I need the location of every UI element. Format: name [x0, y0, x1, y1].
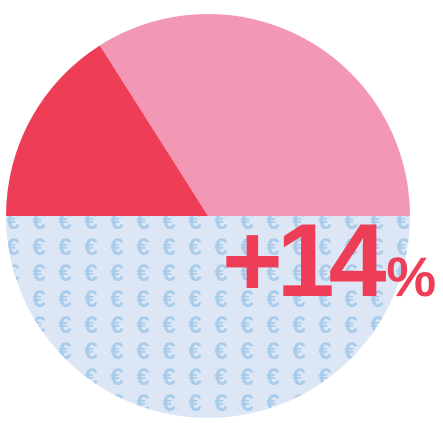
percentage-change-unit: % — [386, 245, 436, 308]
pie-slices — [6, 14, 410, 418]
pie-slice-3 — [6, 45, 208, 217]
pie-slice-2 — [99, 14, 410, 216]
percentage-change-value: +14 — [222, 203, 387, 319]
percentage-change-label: +14% — [222, 203, 436, 319]
pie-annotation: +14% — [222, 203, 436, 319]
pie-slice-1 — [6, 216, 410, 418]
